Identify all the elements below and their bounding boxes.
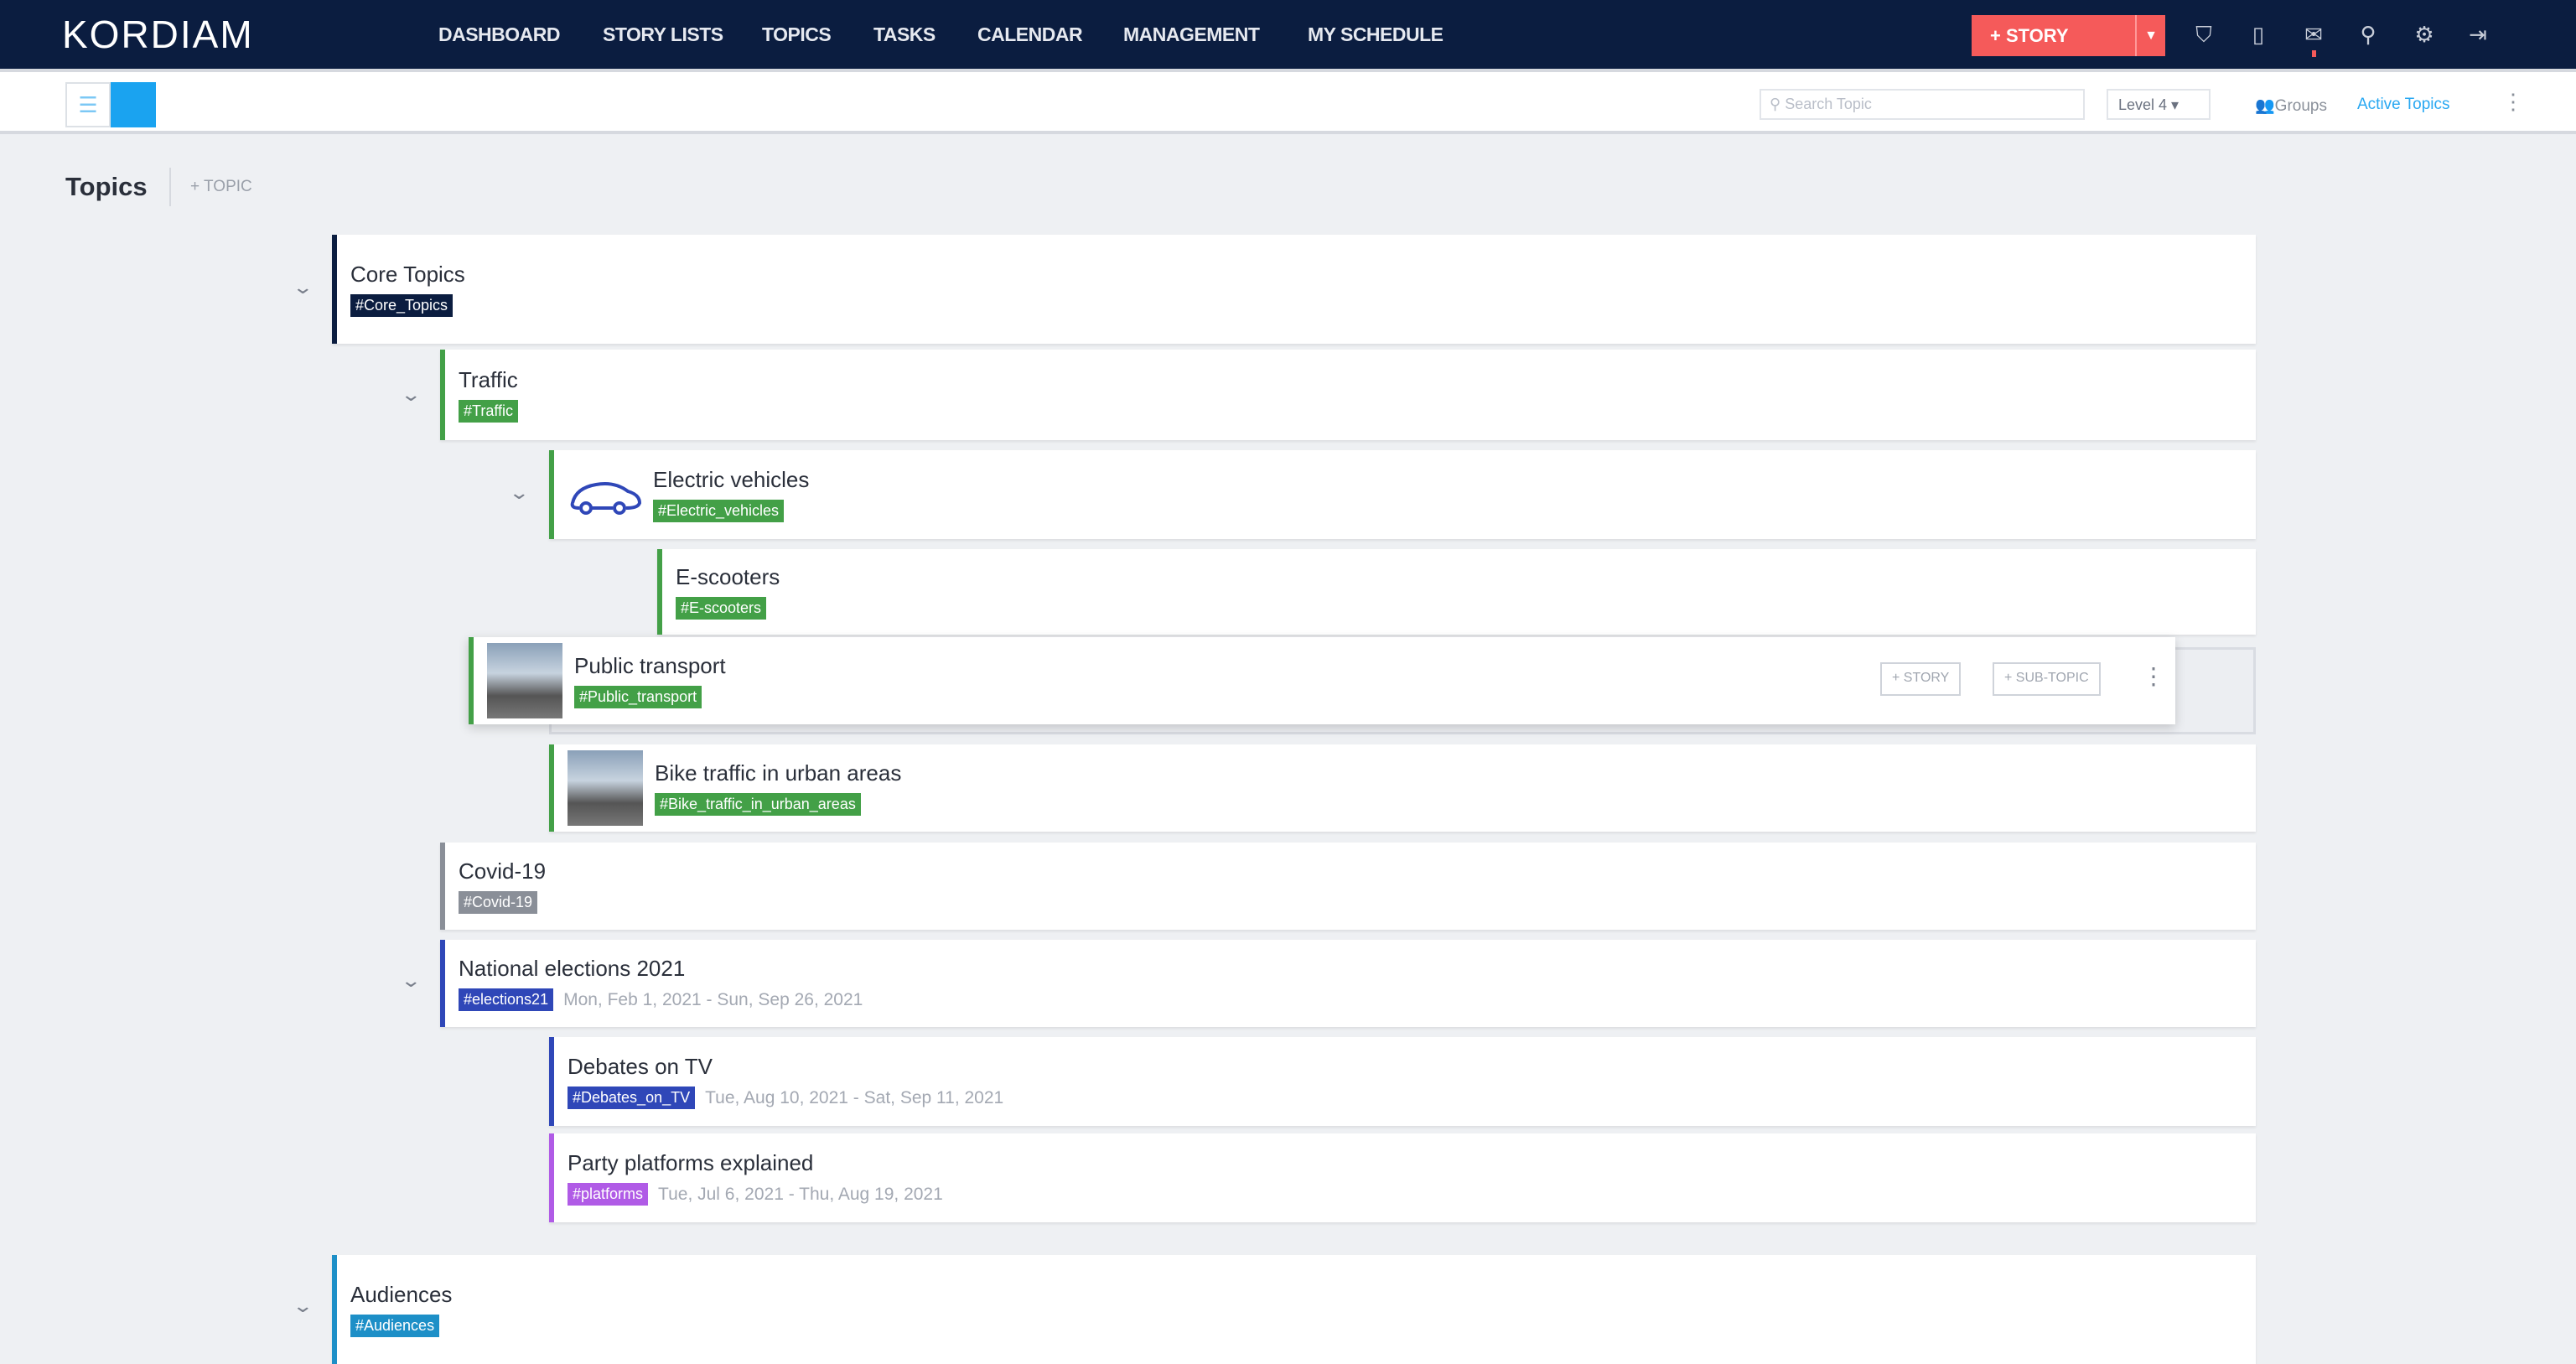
topic-tag: #Public_transport xyxy=(574,686,702,708)
notification-dot xyxy=(2312,50,2316,57)
top-header: KORDIAM DASHBOARD STORY LISTS TOPICS TAS… xyxy=(0,0,2576,69)
topic-card[interactable]: Debates on TV #Debates_on_TV Tue, Aug 10, … xyxy=(549,1037,2256,1126)
car-icon xyxy=(570,482,642,515)
topic-card[interactable]: Core Topics #Core_Topics xyxy=(332,235,2256,344)
search-icon: ⚲ xyxy=(1770,96,1786,112)
nav-management[interactable]: MANAGEMENT xyxy=(1123,23,1260,45)
chevron-down-icon[interactable]: ⌄ xyxy=(400,970,422,991)
topic-name: Audiences xyxy=(350,1282,453,1307)
nav-tasks[interactable]: TASKS xyxy=(873,23,936,45)
topic-tag: #Core_Topics xyxy=(350,294,454,317)
topic-name: E-scooters xyxy=(676,564,780,589)
card-view-toggle[interactable] xyxy=(111,82,156,127)
topic-tag: #E-scooters xyxy=(676,597,767,620)
add-story-button[interactable]: + STORY xyxy=(1880,662,1962,696)
topic-name: Party platforms explained xyxy=(568,1150,814,1175)
topic-name: Bike traffic in urban areas xyxy=(655,760,902,786)
topic-card[interactable]: Traffic #Traffic xyxy=(440,350,2256,440)
topic-date-range: Tue, Aug 10, 2021 - Sat, Sep 11, 2021 xyxy=(705,1087,1004,1107)
chevron-down-icon[interactable]: ⌄ xyxy=(508,482,531,503)
topic-tag: #Audiences xyxy=(350,1315,440,1337)
add-story-label: + STORY xyxy=(1990,24,2069,46)
level-select[interactable]: Level 4 ▾ xyxy=(2107,89,2211,120)
topic-name: Covid-19 xyxy=(459,858,547,884)
logout-icon[interactable]: ⇥ xyxy=(2469,22,2487,47)
search-topic-input[interactable]: ⚲ Search Topic xyxy=(1760,89,2085,120)
topic-card[interactable]: National elections 2021 #elections21 Mon, … xyxy=(440,940,2256,1027)
bookmark-icon[interactable]: ⛉ xyxy=(2195,22,2212,47)
more-options-icon[interactable]: ⋮ xyxy=(2142,663,2165,689)
settings-icon[interactable]: ⚙ xyxy=(2414,22,2434,47)
active-topics-filter[interactable]: Active Topics xyxy=(2357,96,2450,113)
clipboard-icon[interactable]: ▯ xyxy=(2252,22,2265,47)
search-icon[interactable]: ⚲ xyxy=(2360,22,2376,47)
topic-tag: #elections21 xyxy=(459,988,554,1011)
toolbar: ☰ ⚲ Search Topic Level 4 ▾ 👥Groups Activ… xyxy=(0,69,2576,134)
more-options-icon[interactable]: ⋮ xyxy=(2502,89,2524,114)
add-topic-button[interactable]: + TOPIC xyxy=(190,178,252,195)
topic-card[interactable]: Bike traffic in urban areas #Bike_traffic… xyxy=(549,744,2256,832)
topic-image xyxy=(568,750,643,826)
topic-name: National elections 2021 xyxy=(459,956,686,981)
divider xyxy=(169,168,171,206)
topic-card[interactable]: Audiences #Audiences xyxy=(332,1255,2256,1364)
topic-card[interactable]: Electric vehicles #Electric_vehicles xyxy=(549,450,2256,539)
topic-tag: #Bike_traffic_in_urban_areas xyxy=(655,793,861,816)
groups-button[interactable]: 👥Groups xyxy=(2255,97,2327,115)
topic-name: Core Topics xyxy=(350,262,465,287)
chevron-down-icon[interactable]: ⌄ xyxy=(292,1295,314,1316)
topic-image xyxy=(487,643,562,718)
topic-tag: #Debates_on_TV xyxy=(568,1087,696,1109)
topic-card[interactable]: Covid-19 #Covid-19 xyxy=(440,843,2256,930)
nav-story-lists[interactable]: STORY LISTS xyxy=(603,23,723,45)
topic-tag: #platforms xyxy=(568,1183,649,1206)
kordiam-logo[interactable]: KORDIAM xyxy=(62,13,254,56)
inbox-icon[interactable]: ✉ xyxy=(2300,20,2327,57)
add-story-button[interactable]: + STORY ▼ xyxy=(1972,15,2165,56)
topic-tag: #Traffic xyxy=(459,400,519,423)
topic-name: Traffic xyxy=(459,367,518,392)
topic-tag: #Covid-19 xyxy=(459,891,538,914)
topic-name: Public transport xyxy=(574,653,726,678)
topic-card[interactable]: Public transport #Public_transport + STORY… xyxy=(469,637,2175,724)
topic-name: Electric vehicles xyxy=(653,467,810,492)
topic-date-range: Mon, Feb 1, 2021 - Sun, Sep 26, 2021 xyxy=(563,989,863,1009)
topic-date-range: Tue, Jul 6, 2021 - Thu, Aug 19, 2021 xyxy=(658,1184,943,1204)
topic-card[interactable]: Party platforms explained #platforms Tue, … xyxy=(549,1133,2256,1222)
add-sub-topic-button[interactable]: + SUB-TOPIC xyxy=(1993,662,2101,696)
chevron-down-icon[interactable]: ⌄ xyxy=(292,277,314,298)
chevron-down-icon[interactable]: ⌄ xyxy=(400,384,422,405)
topic-tag: #Electric_vehicles xyxy=(653,500,785,522)
nav-my-schedule[interactable]: MY SCHEDULE xyxy=(1308,23,1443,45)
nav-dashboard[interactable]: DASHBOARD xyxy=(438,23,561,45)
topic-card[interactable]: E-scooters #E-scooters xyxy=(657,549,2256,635)
chevron-down-icon[interactable]: ▼ xyxy=(2135,15,2165,56)
list-view-toggle[interactable]: ☰ xyxy=(65,82,111,127)
page-title: Topics xyxy=(65,172,148,201)
topic-name: Debates on TV xyxy=(568,1054,713,1079)
nav-calendar[interactable]: CALENDAR xyxy=(977,23,1083,45)
nav-topics[interactable]: TOPICS xyxy=(762,23,832,45)
groups-icon: 👥 xyxy=(2255,97,2275,115)
